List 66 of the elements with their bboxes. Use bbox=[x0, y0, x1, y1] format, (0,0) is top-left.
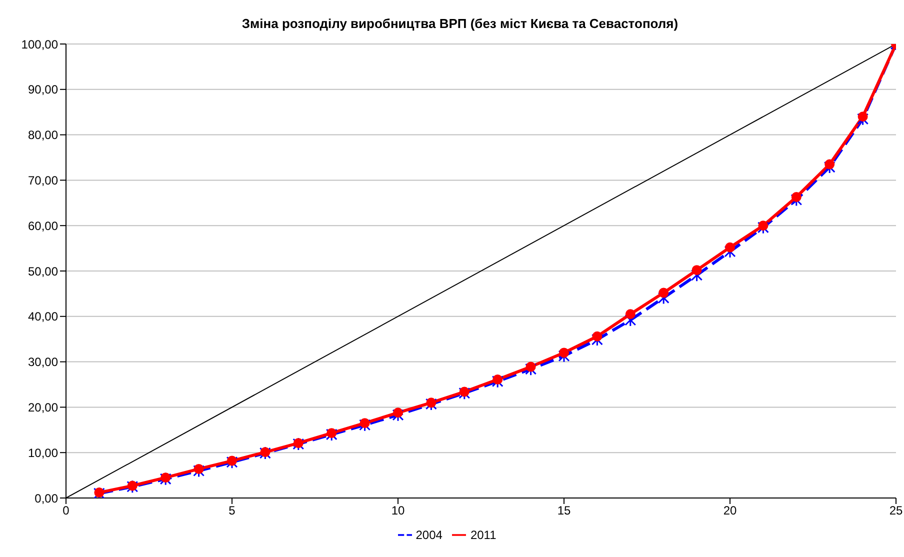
point bbox=[292, 437, 304, 451]
point bbox=[625, 309, 636, 320]
point bbox=[526, 362, 536, 372]
point bbox=[525, 362, 537, 376]
y-tick-label: 10,00 bbox=[28, 446, 58, 460]
y-tick-label: 70,00 bbox=[28, 173, 58, 188]
chart-title: Зміна розподілу виробництва ВРП (без міст Києва та Севастополя) bbox=[240, 15, 680, 33]
point bbox=[359, 418, 371, 432]
point bbox=[260, 447, 270, 458]
point bbox=[559, 348, 569, 358]
point bbox=[127, 480, 138, 491]
point bbox=[160, 472, 171, 483]
point bbox=[160, 472, 172, 486]
point bbox=[360, 418, 370, 428]
y-tick-label: 50,00 bbox=[28, 264, 58, 278]
point bbox=[758, 220, 768, 231]
point bbox=[691, 268, 703, 282]
y-tick-label: 20,00 bbox=[28, 400, 58, 414]
point bbox=[492, 374, 504, 388]
y-tick-label: 90,00 bbox=[28, 82, 58, 97]
legend-label: 2004 bbox=[416, 528, 442, 542]
y-tick-label: 60,00 bbox=[28, 218, 58, 233]
x-tick-label: 25 bbox=[889, 504, 903, 518]
point bbox=[227, 456, 237, 466]
x-tick-label: 0 bbox=[62, 504, 70, 518]
point bbox=[459, 386, 470, 397]
point bbox=[393, 408, 403, 418]
point bbox=[293, 438, 304, 448]
point bbox=[658, 291, 670, 305]
point bbox=[458, 386, 470, 400]
x-tick-label: 15 bbox=[557, 504, 571, 518]
point bbox=[692, 265, 702, 276]
point bbox=[392, 408, 404, 422]
point bbox=[824, 159, 835, 170]
point bbox=[259, 446, 271, 460]
point bbox=[126, 480, 138, 494]
point bbox=[194, 464, 204, 474]
point bbox=[857, 112, 869, 126]
point bbox=[791, 192, 802, 202]
y-tick-label: 100,00 bbox=[21, 37, 58, 52]
point bbox=[724, 244, 736, 258]
point bbox=[658, 288, 669, 298]
y-tick-label: 40,00 bbox=[28, 310, 58, 324]
y-tick-label: 0,00 bbox=[34, 491, 58, 506]
x-tick-label: 20 bbox=[723, 504, 737, 518]
y-tick-label: 30,00 bbox=[28, 355, 58, 370]
point bbox=[193, 464, 205, 478]
point bbox=[326, 428, 338, 442]
point bbox=[858, 112, 868, 122]
legend-label: 2011 bbox=[470, 528, 496, 542]
point bbox=[725, 242, 735, 252]
x-tick-label: 10 bbox=[391, 504, 405, 518]
y-tick-label: 80,00 bbox=[28, 128, 58, 142]
point bbox=[425, 397, 437, 411]
point bbox=[757, 220, 769, 234]
point bbox=[492, 374, 503, 385]
point bbox=[426, 398, 436, 408]
point bbox=[824, 160, 836, 174]
point bbox=[591, 332, 603, 346]
point bbox=[790, 192, 802, 206]
point bbox=[226, 455, 238, 469]
point bbox=[326, 428, 337, 438]
point bbox=[592, 331, 602, 342]
x-tick-label: 5 bbox=[228, 504, 236, 518]
point bbox=[558, 349, 570, 363]
point bbox=[624, 313, 636, 327]
